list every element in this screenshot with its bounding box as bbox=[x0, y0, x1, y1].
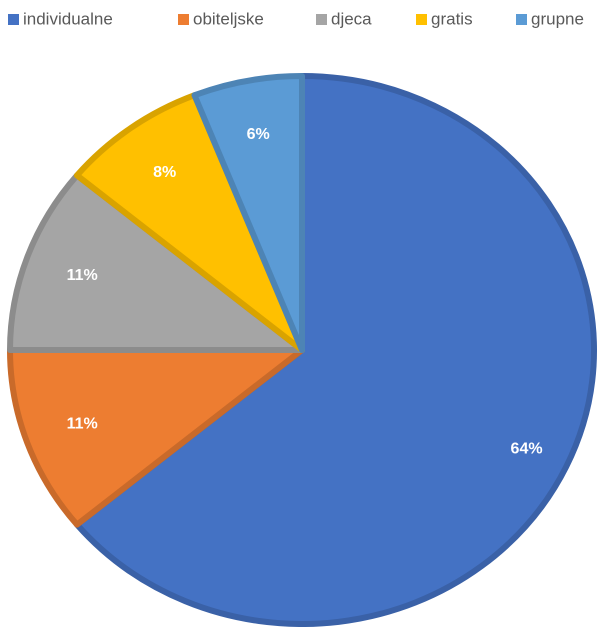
data-label: 6% bbox=[247, 126, 270, 143]
data-label: 11% bbox=[67, 267, 98, 284]
data-label: 64% bbox=[511, 440, 543, 457]
legend-label: individualne bbox=[23, 9, 113, 28]
legend-swatch bbox=[416, 14, 427, 25]
pie-slice bbox=[7, 172, 305, 353]
legend-label: grupne bbox=[531, 9, 584, 28]
pie-slice bbox=[191, 73, 305, 353]
legend-swatch bbox=[316, 14, 327, 25]
data-label: 11% bbox=[67, 415, 98, 432]
data-label: 8% bbox=[153, 164, 176, 181]
legend-swatch bbox=[8, 14, 19, 25]
pie-slice bbox=[7, 347, 305, 528]
legend-swatch bbox=[516, 14, 527, 25]
pie-slice bbox=[74, 92, 305, 353]
pie-slice bbox=[74, 73, 597, 627]
legend-swatch bbox=[178, 14, 189, 25]
legend-label: gratis bbox=[431, 9, 473, 28]
legend-label: obiteljske bbox=[193, 9, 264, 28]
legend-label: djeca bbox=[331, 9, 372, 28]
